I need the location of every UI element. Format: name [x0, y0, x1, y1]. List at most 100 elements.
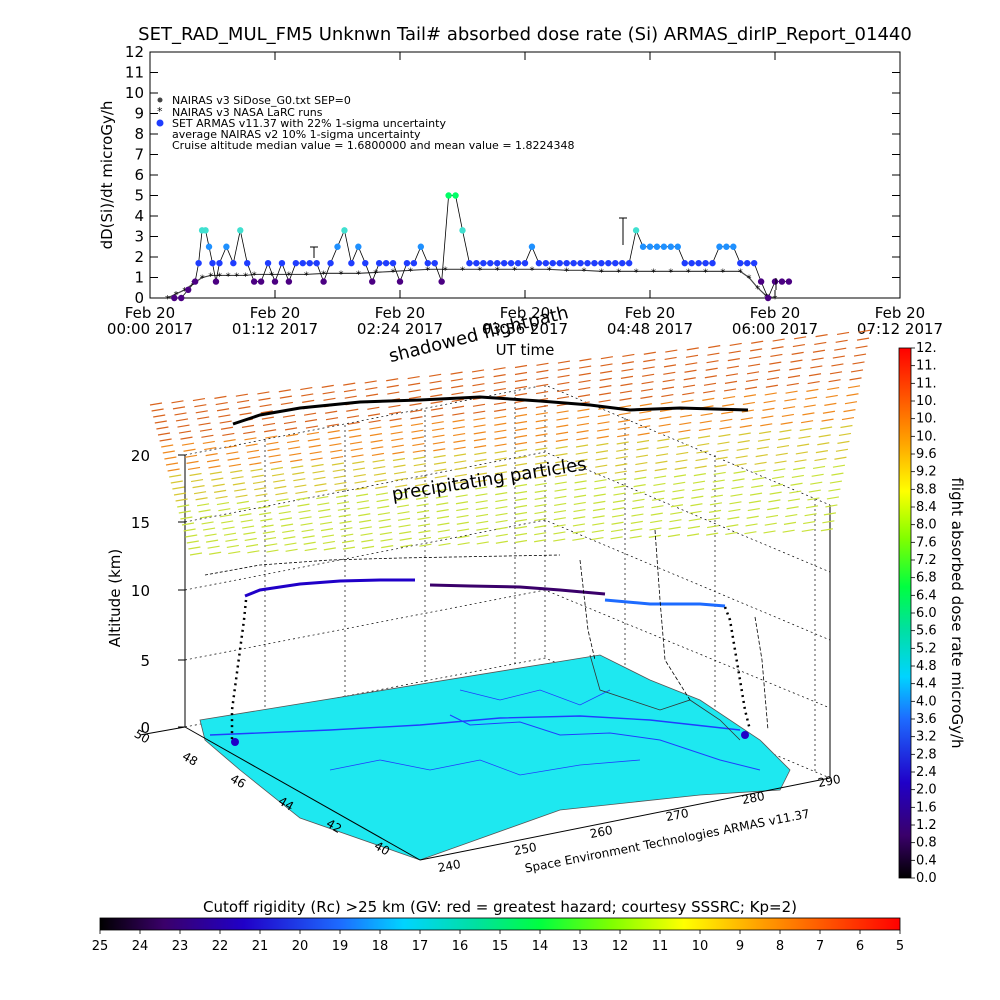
mesh-dash — [692, 480, 706, 484]
nairas-point: * — [746, 274, 751, 285]
mesh-dash — [707, 524, 720, 529]
mesh-dash — [399, 537, 412, 541]
mesh-dash — [514, 385, 528, 390]
mesh-dash — [578, 379, 591, 384]
mesh-dash — [416, 503, 429, 507]
mesh-dash — [451, 391, 464, 396]
ground-map — [199, 654, 791, 861]
mesh-dash — [372, 459, 385, 463]
mesh-dash — [576, 430, 589, 434]
mesh-dash — [635, 454, 649, 458]
mesh-dash — [727, 358, 740, 362]
mesh-dash — [654, 468, 667, 472]
mesh-dash — [693, 473, 706, 477]
mesh-dash — [493, 401, 507, 406]
mesh-dash — [315, 489, 328, 493]
mesh-dash — [343, 389, 357, 393]
mesh-dash — [277, 504, 290, 508]
mesh-dash — [355, 487, 368, 491]
armas-point — [452, 192, 459, 199]
nairas-point: * — [460, 265, 465, 276]
mesh-dash — [350, 447, 363, 452]
mesh-dash — [688, 518, 701, 522]
mesh-dash — [188, 546, 201, 550]
mesh-dash — [319, 521, 333, 525]
armas-point — [612, 259, 619, 267]
z-tick-label: 0 — [140, 719, 150, 737]
mesh-dash — [395, 491, 408, 495]
mesh-dash — [612, 499, 626, 503]
mesh-dash — [474, 479, 488, 483]
mesh-dash — [593, 500, 606, 504]
nairas-point: * — [182, 286, 187, 297]
mesh-dash — [265, 543, 278, 547]
mesh-dash — [676, 451, 689, 456]
mesh-dash — [476, 541, 489, 545]
mesh-dash — [475, 493, 488, 497]
mesh-dash — [742, 401, 755, 406]
mesh-dash — [494, 471, 508, 475]
armas-point — [605, 259, 612, 267]
mesh-dash — [514, 483, 528, 488]
mesh-dash — [261, 416, 274, 420]
top-y-axis-label: dD(Si)/dt microGy/h — [98, 101, 116, 250]
legend-marker-armas — [156, 119, 164, 127]
mesh-dash — [455, 487, 468, 491]
armas-point — [730, 243, 737, 250]
mesh-dash — [616, 441, 629, 445]
mesh-dash — [262, 422, 276, 427]
mesh-dash — [803, 404, 816, 408]
y-tick-label: 6 — [134, 166, 144, 184]
mesh-dash — [367, 406, 380, 410]
mesh-dash — [639, 403, 652, 407]
mesh-dash — [685, 354, 699, 358]
armas-point — [216, 259, 223, 267]
mesh-dash — [814, 457, 827, 462]
mesh-dash — [328, 436, 341, 440]
mesh-dash — [178, 510, 191, 514]
mesh-dash — [265, 435, 278, 439]
mesh-dash — [473, 424, 486, 428]
mesh-dash — [334, 481, 347, 486]
mesh-dash — [309, 451, 322, 455]
mesh-dash — [471, 369, 485, 373]
mesh-dash — [556, 396, 570, 400]
mesh-dash — [534, 496, 547, 501]
mesh-dash — [832, 464, 846, 468]
mesh-dash — [514, 518, 528, 523]
right-colorbar-tick-label: 4.8 — [916, 659, 937, 674]
mesh-dash — [534, 503, 547, 508]
mesh-dash — [493, 367, 506, 371]
mesh-dash — [766, 376, 780, 381]
mesh-dash — [820, 528, 833, 532]
armas-point — [285, 278, 293, 285]
mesh-dash — [264, 429, 277, 433]
right-colorbar-tick-label: 11. — [916, 359, 937, 374]
mesh-dash — [273, 479, 286, 483]
mesh-dash — [258, 397, 271, 401]
mesh-dash — [844, 401, 858, 405]
mesh-dash — [664, 356, 677, 361]
armas-point — [355, 243, 362, 250]
mesh-dash — [493, 380, 506, 385]
mesh-dash — [177, 504, 190, 508]
mesh-dash — [790, 482, 803, 486]
mesh-dash — [772, 338, 785, 342]
armas-point — [369, 278, 376, 285]
mesh-dash — [820, 426, 833, 430]
mesh-dash — [246, 449, 259, 453]
mesh-dash — [591, 529, 604, 533]
mesh-dash — [535, 447, 548, 451]
z-tick-label: 20 — [131, 447, 150, 465]
mesh-dash — [243, 531, 256, 535]
mesh-dash — [630, 528, 643, 532]
z-tick-label: 10 — [131, 582, 150, 600]
mesh-dash — [642, 373, 655, 377]
nairas-point: * — [668, 267, 673, 278]
mesh-dash — [429, 387, 442, 391]
mesh-dash — [682, 384, 696, 388]
mesh-dash — [228, 463, 242, 467]
mesh-dash — [241, 424, 255, 428]
mesh-dash — [283, 420, 297, 425]
